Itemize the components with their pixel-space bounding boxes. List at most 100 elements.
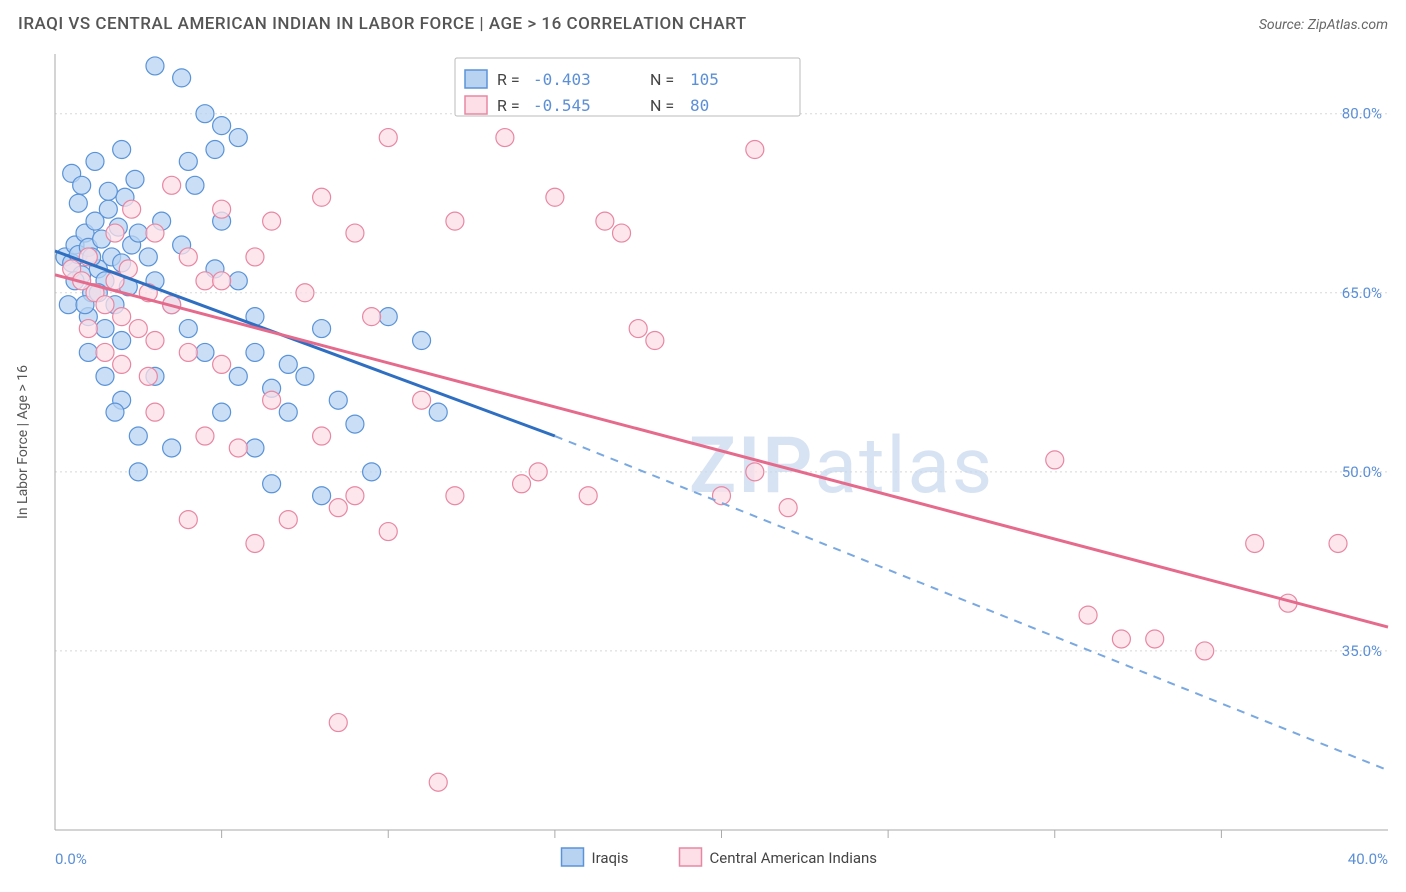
scatter-point <box>446 212 464 230</box>
scatter-point <box>429 403 447 421</box>
legend-r-label: R = <box>497 96 520 115</box>
scatter-point <box>146 403 164 421</box>
scatter-point <box>129 427 147 445</box>
scatter-point <box>263 391 281 409</box>
scatter-point <box>329 714 347 732</box>
scatter-point <box>229 129 247 147</box>
scatter-point <box>413 391 431 409</box>
y-tick-label: 35.0% <box>1342 642 1382 660</box>
scatter-point <box>363 308 381 326</box>
scatter-point <box>329 499 347 517</box>
scatter-point <box>713 487 731 505</box>
scatter-point <box>279 403 297 421</box>
scatter-point <box>296 367 314 385</box>
scatter-point <box>196 105 214 123</box>
scatter-point <box>346 224 364 242</box>
scatter-point <box>1196 642 1214 660</box>
scatter-point <box>213 403 231 421</box>
scatter-point <box>229 367 247 385</box>
scatter-point <box>213 355 231 373</box>
scatter-point <box>113 308 131 326</box>
scatter-point <box>96 367 114 385</box>
watermark: ZIPatlas <box>689 421 994 512</box>
scatter-point <box>73 176 91 194</box>
scatter-point <box>446 487 464 505</box>
scatter-point <box>113 332 131 350</box>
scatter-point <box>429 773 447 791</box>
scatter-point <box>213 117 231 135</box>
bottom-legend-swatch <box>562 848 584 866</box>
x-tick-label: 0.0% <box>55 850 87 868</box>
y-tick-label: 50.0% <box>1342 463 1382 481</box>
y-axis-label: In Labor Force | Age > 16 <box>15 365 31 519</box>
scatter-point <box>1112 630 1130 648</box>
scatter-point <box>129 463 147 481</box>
scatter-point <box>146 332 164 350</box>
scatter-point <box>546 188 564 206</box>
scatter-point <box>246 439 264 457</box>
scatter-point <box>329 391 347 409</box>
scatter-point <box>146 57 164 75</box>
correlation-chart: 0.0%40.0%35.0%50.0%65.0%80.0%In Labor Fo… <box>0 40 1406 892</box>
legend-n-value: 80 <box>690 96 709 115</box>
bottom-legend-label: Central American Indians <box>710 849 878 867</box>
bottom-legend-swatch <box>680 848 702 866</box>
scatter-point <box>179 152 197 170</box>
legend-r-value: -0.545 <box>533 96 591 115</box>
scatter-point <box>529 463 547 481</box>
scatter-point <box>313 320 331 338</box>
scatter-point <box>96 320 114 338</box>
scatter-point <box>313 427 331 445</box>
scatter-point <box>179 320 197 338</box>
scatter-point <box>113 141 131 159</box>
scatter-point <box>213 200 231 218</box>
scatter-point <box>246 248 264 266</box>
scatter-point <box>129 320 147 338</box>
chart-container: 0.0%40.0%35.0%50.0%65.0%80.0%In Labor Fo… <box>0 40 1406 892</box>
scatter-point <box>1046 451 1064 469</box>
scatter-point <box>139 248 157 266</box>
scatter-point <box>173 69 191 87</box>
scatter-point <box>496 129 514 147</box>
scatter-point <box>196 427 214 445</box>
legend-swatch <box>465 96 487 114</box>
scatter-point <box>139 367 157 385</box>
scatter-point <box>246 343 264 361</box>
scatter-point <box>96 343 114 361</box>
scatter-point <box>379 308 397 326</box>
x-tick-label: 40.0% <box>1348 850 1388 868</box>
scatter-point <box>186 176 204 194</box>
legend-r-label: R = <box>497 70 520 89</box>
scatter-point <box>179 343 197 361</box>
scatter-point <box>346 487 364 505</box>
scatter-point <box>79 320 97 338</box>
scatter-point <box>196 272 214 290</box>
scatter-point <box>126 170 144 188</box>
scatter-point <box>746 141 764 159</box>
scatter-point <box>179 248 197 266</box>
scatter-point <box>96 296 114 314</box>
scatter-point <box>129 224 147 242</box>
scatter-point <box>379 523 397 541</box>
scatter-point <box>646 332 664 350</box>
chart-title: IRAQI VS CENTRAL AMERICAN INDIAN IN LABO… <box>18 14 747 34</box>
y-tick-label: 80.0% <box>1342 105 1382 123</box>
scatter-point <box>196 343 214 361</box>
scatter-point <box>106 403 124 421</box>
legend-n-label: N = <box>650 70 674 89</box>
scatter-point <box>579 487 597 505</box>
scatter-point <box>179 511 197 529</box>
scatter-point <box>279 511 297 529</box>
source-label: Source: ZipAtlas.com <box>1259 17 1388 33</box>
legend-r-value: -0.403 <box>533 70 591 89</box>
scatter-point <box>263 475 281 493</box>
scatter-point <box>613 224 631 242</box>
scatter-point <box>313 487 331 505</box>
scatter-point <box>263 212 281 230</box>
scatter-point <box>59 296 77 314</box>
scatter-point <box>1079 606 1097 624</box>
bottom-legend-label: Iraqis <box>592 849 629 867</box>
scatter-point <box>246 534 264 552</box>
scatter-point <box>413 332 431 350</box>
scatter-point <box>229 272 247 290</box>
